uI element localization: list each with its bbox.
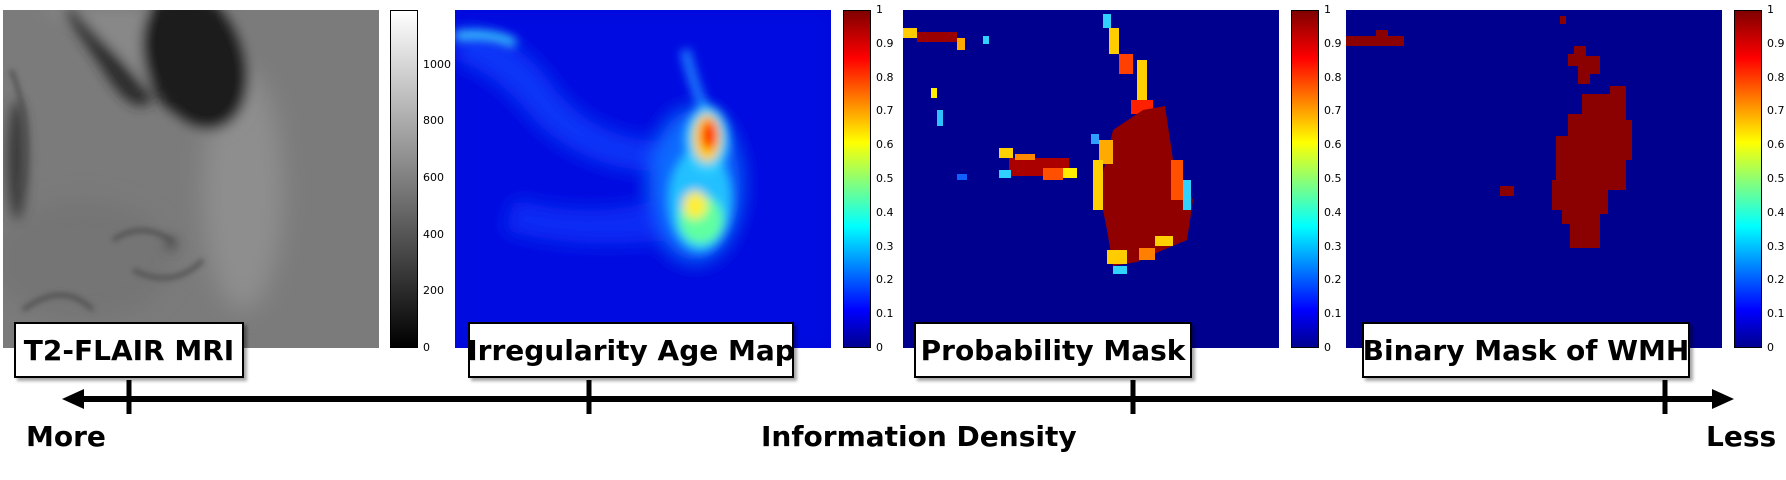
binary-mask-wmh-image <box>1346 10 1722 348</box>
colorbar-tick: 1000 <box>423 58 451 71</box>
panel-probability-mask: 1 0.9 0.8 0.7 0.6 0.5 0.4 0.3 0.2 0.1 0 <box>903 4 1342 354</box>
colorbar-tick: 0.9 <box>1324 37 1342 50</box>
irregularity-age-map-colorbar <box>843 10 871 348</box>
colorbar-tick: 0.5 <box>1324 172 1342 185</box>
colorbar-tick: 400 <box>423 228 444 241</box>
colorbar-tick: 0.4 <box>1324 206 1342 219</box>
colorbar-tick: 0 <box>1324 341 1331 354</box>
colorbar-tick: 0.1 <box>1324 307 1342 320</box>
colorbar-tick: 0.3 <box>1767 240 1785 253</box>
colorbar-tick: 1 <box>876 3 883 16</box>
colorbar-tick: 800 <box>423 114 444 127</box>
colorbar-tick: 0.9 <box>876 37 894 50</box>
t2-flair-mri-image <box>3 10 379 348</box>
colorbar-tick: 0 <box>876 341 883 354</box>
colorbar-tick: 0.9 <box>1767 37 1785 50</box>
colorbar-tick: 200 <box>423 284 444 297</box>
colorbar-tick: 0.3 <box>1324 240 1342 253</box>
binary-mask-colorbar <box>1734 10 1762 348</box>
colorbar-tick: 0.8 <box>876 71 894 84</box>
colorbar-tick: 0.5 <box>1767 172 1785 185</box>
colorbar-tick: 600 <box>423 171 444 184</box>
colorbar-tick: 0.3 <box>876 240 894 253</box>
colorbar-tick: 0.1 <box>1767 307 1785 320</box>
colorbar-tick: 0.6 <box>1767 138 1785 151</box>
label-binary-mask-wmh: Binary Mask of WMH <box>1362 322 1690 378</box>
colorbar-tick: 1 <box>1767 3 1774 16</box>
colorbar-tick: 0.8 <box>1324 71 1342 84</box>
axis-arrow-left <box>62 389 84 409</box>
label-t2-flair-mri: T2-FLAIR MRI <box>14 322 244 378</box>
panel-t2-flair: 1000 800 600 400 200 0 <box>0 10 451 354</box>
information-density-axis <box>62 380 1734 414</box>
colorbar-tick: 0.4 <box>876 206 894 219</box>
probability-mask-image <box>903 10 1279 348</box>
label-irregularity-age-map: Irregularity Age Map <box>467 322 795 378</box>
colorbar-tick: 0.7 <box>876 104 894 117</box>
irregularity-age-map-image <box>455 10 831 348</box>
t2-flair-colorbar <box>390 10 418 348</box>
colorbar-tick: 0.2 <box>876 273 894 286</box>
colorbar-tick: 0.7 <box>1324 104 1342 117</box>
colorbar-tick: 0.7 <box>1767 104 1785 117</box>
colorbar-tick: 0.2 <box>1324 273 1342 286</box>
colorbar-tick: 0.2 <box>1767 273 1785 286</box>
colorbar-tick: 0.8 <box>1767 71 1785 84</box>
axis-label-information-density: Information Density <box>761 420 1077 453</box>
axis-arrow-right <box>1712 389 1734 409</box>
colorbar-tick: 0.6 <box>876 138 894 151</box>
colorbar-tick: 0 <box>423 341 430 354</box>
colorbar-tick: 0.4 <box>1767 206 1785 219</box>
colorbar-tick: 1 <box>1324 3 1331 16</box>
probability-mask-colorbar <box>1291 10 1319 348</box>
panel-binary-mask-wmh: 1 0.9 0.8 0.7 0.6 0.5 0.4 0.3 0.2 0.1 0 <box>1346 4 1785 354</box>
axis-label-more: More <box>26 420 106 453</box>
axis-label-less: Less <box>1706 420 1777 453</box>
colorbar-tick: 0 <box>1767 341 1774 354</box>
label-probability-mask: Probability Mask <box>914 322 1192 378</box>
colorbar-tick: 0.6 <box>1324 138 1342 151</box>
colorbar-tick: 0.1 <box>876 307 894 320</box>
colorbar-tick: 0.5 <box>876 172 894 185</box>
panel-irregularity-age-map: 1 0.9 0.8 0.7 0.6 0.5 0.4 0.3 0.2 0.1 0 <box>455 4 894 354</box>
